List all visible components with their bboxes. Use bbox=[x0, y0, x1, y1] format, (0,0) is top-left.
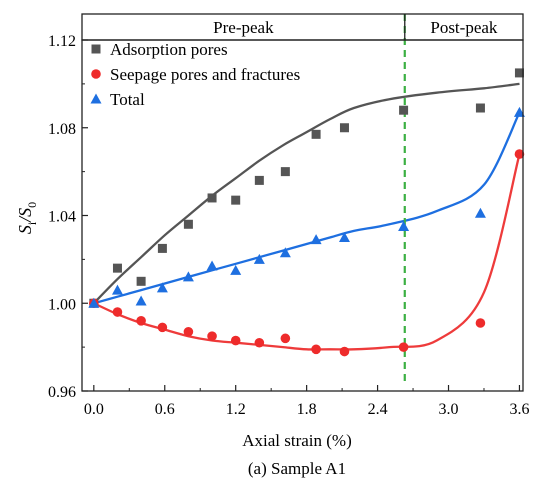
point-series-0 bbox=[254, 175, 264, 185]
legend-marker-series-1 bbox=[91, 69, 101, 79]
x-tick-label: 1.8 bbox=[297, 401, 317, 418]
y-tick-label: 1.04 bbox=[48, 209, 76, 226]
legend-label-series-1: Seepage pores and fractures bbox=[110, 65, 300, 84]
point-series-0 bbox=[136, 276, 146, 286]
legend-marker-series-0 bbox=[91, 44, 101, 54]
point-series-0 bbox=[157, 243, 167, 253]
plot-frame bbox=[81, 39, 524, 392]
point-series-0 bbox=[399, 105, 409, 115]
point-series-1 bbox=[157, 322, 168, 333]
fit-line-series-0 bbox=[92, 82, 520, 305]
legend-label-series-2: Total bbox=[110, 90, 145, 109]
y-tick-label: 1.00 bbox=[48, 296, 76, 313]
phase-label: Post-peak bbox=[430, 18, 498, 37]
x-tick-label: 0.0 bbox=[84, 401, 104, 418]
point-series-0 bbox=[112, 263, 122, 273]
point-series-1 bbox=[112, 307, 123, 317]
point-series-0 bbox=[207, 193, 217, 203]
point-series-2 bbox=[310, 234, 322, 245]
y-tick-label: 0.96 bbox=[48, 384, 76, 401]
point-series-1 bbox=[280, 333, 291, 344]
point-series-2 bbox=[253, 253, 265, 264]
point-series-0 bbox=[339, 123, 349, 133]
fit-curves bbox=[92, 82, 521, 351]
x-tick-label: 3.6 bbox=[509, 401, 529, 418]
point-series-1 bbox=[183, 326, 194, 337]
point-series-0 bbox=[311, 129, 321, 139]
point-series-1 bbox=[254, 337, 265, 348]
point-series-2 bbox=[230, 264, 242, 275]
fit-line-series-1 bbox=[93, 153, 521, 351]
point-series-1 bbox=[475, 318, 486, 328]
point-series-1 bbox=[230, 335, 241, 346]
point-series-1 bbox=[311, 344, 321, 355]
y-tick-label: 1.08 bbox=[48, 121, 76, 138]
legend-label-series-0: Adsorption pores bbox=[110, 40, 228, 59]
point-series-0 bbox=[231, 195, 241, 205]
y-tick-label: 1.12 bbox=[48, 33, 76, 50]
x-tick-label: 0.6 bbox=[155, 401, 175, 418]
legend: Adsorption pores Seepage pores and fractu… bbox=[90, 40, 300, 109]
chart-caption: (a) Sample A1 bbox=[248, 459, 346, 478]
axis-ticks: 0.0 0.6 1.2 1.8 2.4 3.0 3.6 0.96 1.00 1.04 1.08 1.1… bbox=[48, 33, 529, 418]
fit-line-series-2 bbox=[93, 111, 521, 305]
point-series-2 bbox=[338, 231, 350, 242]
point-series-2 bbox=[398, 220, 410, 231]
point-series-2 bbox=[279, 247, 291, 258]
y-axis-label: Si/S0 bbox=[15, 202, 39, 234]
point-series-2 bbox=[182, 271, 194, 282]
legend-marker-series-2 bbox=[90, 93, 102, 104]
data-points bbox=[88, 68, 525, 357]
point-series-2 bbox=[206, 260, 218, 271]
point-series-2 bbox=[111, 284, 123, 295]
phase-header-border bbox=[81, 13, 524, 41]
x-tick-label: 1.2 bbox=[226, 401, 246, 418]
point-series-1 bbox=[136, 316, 146, 326]
point-series-0 bbox=[475, 103, 485, 113]
point-series-1 bbox=[398, 342, 409, 352]
point-series-2 bbox=[474, 207, 486, 218]
point-series-1 bbox=[339, 346, 350, 357]
point-series-2 bbox=[135, 295, 147, 306]
point-series-1 bbox=[207, 331, 217, 341]
point-series-0 bbox=[514, 68, 524, 78]
point-series-2 bbox=[156, 282, 168, 293]
point-series-0 bbox=[183, 219, 193, 229]
x-tick-label: 2.4 bbox=[368, 401, 388, 418]
phase-header: Pre-peak Post-peak bbox=[81, 13, 524, 41]
point-series-1 bbox=[514, 149, 525, 159]
point-series-0 bbox=[280, 167, 290, 177]
point-series-2 bbox=[88, 297, 100, 308]
x-tick-label: 3.0 bbox=[439, 401, 459, 418]
phase-label: Pre-peak bbox=[213, 18, 274, 37]
x-axis-label: Axial strain (%) bbox=[242, 431, 352, 450]
point-series-2 bbox=[513, 106, 525, 117]
plot-area-border bbox=[81, 39, 524, 392]
